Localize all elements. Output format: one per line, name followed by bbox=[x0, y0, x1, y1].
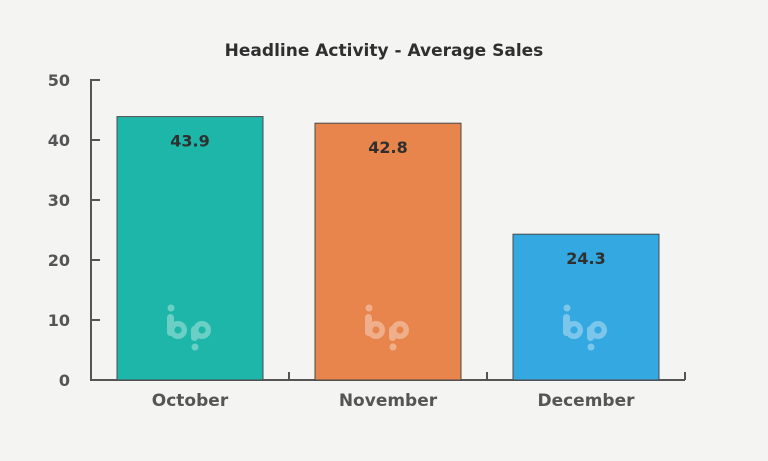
bp-logo-icon bbox=[563, 304, 607, 351]
bp-logo-p-stem bbox=[389, 326, 396, 341]
y-tick-label: 30 bbox=[48, 191, 70, 210]
bar-value-label: 42.8 bbox=[368, 138, 407, 157]
chart-title: Headline Activity - Average Sales bbox=[225, 41, 544, 61]
bp-logo-p-hole bbox=[594, 326, 602, 334]
y-tick-label: 40 bbox=[48, 131, 70, 150]
bp-logo-p-stem bbox=[191, 326, 198, 341]
bp-logo-p-bowl bbox=[193, 321, 211, 339]
bp-logo-dot-top bbox=[167, 304, 175, 312]
labels: 43.9 October 42.8 November 24.3 December bbox=[152, 132, 635, 411]
bp-logo-dot-bottom bbox=[389, 343, 397, 351]
bp-logo-b-hole bbox=[174, 326, 182, 334]
bp-logo-icon bbox=[167, 304, 211, 351]
bp-logo-b-stem bbox=[563, 314, 570, 336]
category-label: October bbox=[152, 391, 229, 411]
bp-logo-p-bowl bbox=[391, 321, 409, 339]
bp-logo-b-stem bbox=[365, 314, 372, 336]
bar-value-label: 43.9 bbox=[170, 132, 209, 151]
y-tick-label: 50 bbox=[48, 71, 70, 90]
bp-logo-icon bbox=[365, 304, 409, 351]
bp-logo-b-bowl bbox=[565, 321, 583, 339]
bp-logo-dot-top bbox=[563, 304, 571, 312]
bp-logo-p-hole bbox=[198, 326, 206, 334]
bp-logo-dot-bottom bbox=[191, 343, 199, 351]
y-tick-label: 0 bbox=[59, 371, 70, 390]
bar bbox=[512, 233, 660, 381]
bar bbox=[314, 122, 462, 381]
bp-logo-b-bowl bbox=[169, 321, 187, 339]
bp-logo-p-hole bbox=[396, 326, 404, 334]
bp-logo-dot-bottom bbox=[587, 343, 595, 351]
bar-value-label: 24.3 bbox=[566, 249, 605, 268]
y-tick-label: 20 bbox=[48, 251, 70, 270]
bp-logo-dot-top bbox=[365, 304, 373, 312]
bp-logo-b-bowl bbox=[367, 321, 385, 339]
bp-logo-b-hole bbox=[570, 326, 578, 334]
bp-logo-b-stem bbox=[167, 314, 174, 336]
bp-logo-p-stem bbox=[587, 326, 594, 341]
y-tick-label: 10 bbox=[48, 311, 70, 330]
bp-logo-b-hole bbox=[372, 326, 380, 334]
bars bbox=[116, 116, 660, 381]
category-label: December bbox=[537, 391, 635, 411]
category-label: November bbox=[339, 391, 438, 411]
bar bbox=[116, 116, 264, 381]
bp-logo-p-bowl bbox=[589, 321, 607, 339]
